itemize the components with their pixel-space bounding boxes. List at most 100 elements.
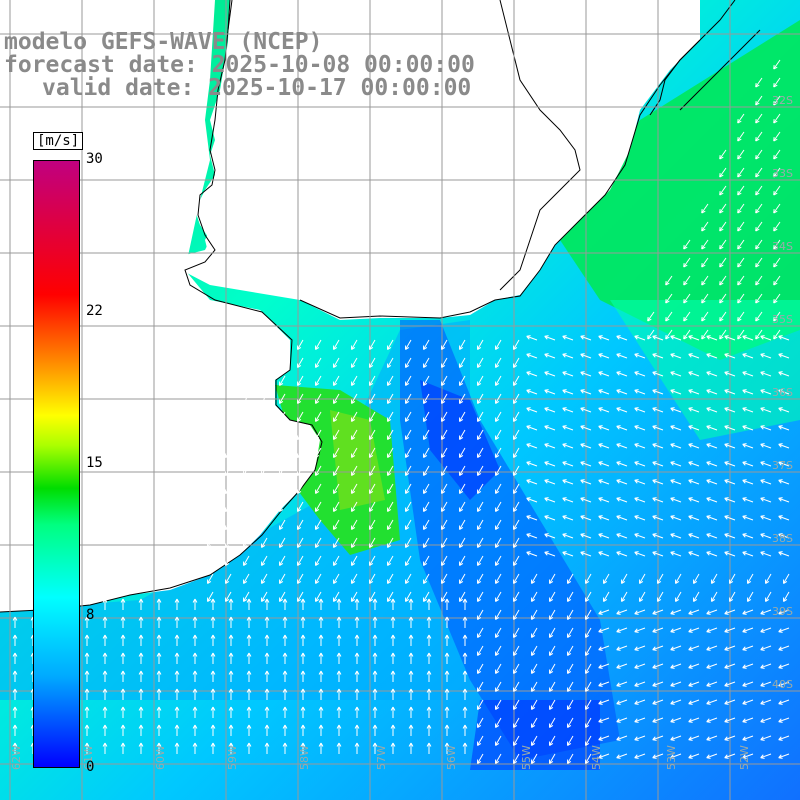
wind-arrow: [544, 353, 556, 359]
wind-arrow: [773, 149, 781, 160]
wind-arrow: [706, 717, 718, 723]
wind-arrow: [634, 735, 646, 741]
wind-arrow: [773, 329, 781, 340]
wind-arrow: [174, 616, 180, 628]
wind-arrow: [778, 371, 790, 377]
wind-arrow: [477, 465, 484, 476]
wind-arrow: [462, 652, 468, 664]
wind-arrow: [567, 645, 574, 656]
wind-arrow: [369, 501, 376, 512]
wind-arrow: [544, 389, 556, 395]
wind-arrow: [243, 357, 250, 368]
wind-arrow: [426, 634, 432, 646]
wind-arrow: [297, 591, 304, 602]
wind-arrow: [580, 425, 592, 431]
wind-arrow: [372, 598, 378, 610]
wind-arrow: [390, 742, 396, 754]
wind-arrow: [315, 411, 322, 422]
svg-text:57W: 57W: [375, 745, 388, 770]
wind-arrow: [369, 393, 376, 404]
wind-arrow: [760, 627, 772, 633]
wind-arrow: [742, 425, 754, 431]
wind-arrow: [423, 375, 430, 386]
wind-arrow: [737, 131, 745, 142]
wind-arrow: [526, 335, 538, 341]
wind-arrow: [174, 742, 180, 754]
wind-arrow: [562, 353, 574, 359]
wind-arrow: [549, 609, 556, 620]
wind-arrow: [300, 724, 306, 736]
wind-arrow: [300, 706, 306, 718]
wind-arrow: [724, 551, 736, 557]
wind-arrow: [405, 519, 412, 530]
wind-arrow: [315, 483, 322, 494]
wind-arrow: [12, 652, 18, 664]
wind-arrow: [724, 627, 736, 633]
wind-arrow: [408, 724, 414, 736]
wind-arrow: [138, 742, 144, 754]
wind-arrow: [652, 735, 664, 741]
colorbar-tick-0: 0: [86, 759, 95, 775]
wind-arrow: [282, 598, 288, 610]
wind-arrow: [351, 375, 358, 386]
svg-text:52W: 52W: [738, 745, 751, 770]
wind-arrow: [513, 609, 520, 620]
wind-arrow: [336, 706, 342, 718]
wind-arrow: [174, 598, 180, 610]
wind-arrow: [706, 699, 718, 705]
wind-arrow: [261, 393, 268, 404]
wind-arrow: [495, 753, 502, 764]
wind-arrow: [225, 591, 232, 602]
wind-arrow: [459, 375, 466, 386]
wind-arrow: [585, 591, 592, 602]
wind-arrow: [760, 645, 772, 651]
wind-arrow: [639, 573, 646, 584]
wind-arrow: [423, 393, 430, 404]
wind-arrow: [742, 479, 754, 485]
wind-arrow: [688, 663, 700, 669]
wind-arrow: [102, 634, 108, 646]
wind-arrow: [760, 515, 772, 521]
wind-arrow: [513, 447, 520, 458]
wind-arrow: [405, 447, 412, 458]
svg-text:33S: 33S: [772, 167, 793, 180]
wind-arrow: [225, 519, 232, 530]
wind-arrow: [282, 742, 288, 754]
wind-arrow: [228, 724, 234, 736]
wind-arrow: [652, 479, 664, 485]
wind-arrow: [261, 537, 268, 548]
wind-arrow: [441, 393, 448, 404]
wind-arrow: [102, 670, 108, 682]
wind-arrow: [12, 742, 18, 754]
wind-arrow: [336, 688, 342, 700]
wind-arrow: [778, 425, 790, 431]
wind-arrow: [351, 411, 358, 422]
wind-arrow: [670, 627, 682, 633]
wind-arrow: [616, 663, 628, 669]
wind-arrow: [444, 634, 450, 646]
wind-arrow: [297, 393, 304, 404]
wind-arrow: [297, 573, 304, 584]
wind-arrow: [634, 533, 646, 539]
wind-arrow: [120, 634, 126, 646]
wind-arrow: [621, 591, 628, 602]
wind-arrow: [513, 717, 520, 728]
wind-arrow: [598, 335, 610, 341]
wind-arrow: [318, 634, 324, 646]
wind-arrow: [243, 429, 250, 440]
wind-arrow: [462, 742, 468, 754]
wind-arrow: [513, 591, 520, 602]
wind-arrow: [549, 735, 556, 746]
wind-arrow: [760, 753, 772, 759]
wind-arrow: [755, 275, 763, 286]
wind-arrow: [120, 652, 126, 664]
wind-arrow: [616, 627, 628, 633]
wind-arrow: [174, 688, 180, 700]
wind-arrow: [724, 645, 736, 651]
wind-arrow: [598, 371, 610, 377]
wind-arrow: [477, 537, 484, 548]
wind-arrow: [616, 425, 628, 431]
wind-arrow: [634, 335, 646, 341]
wind-arrow: [634, 753, 646, 759]
wind-arrow: [513, 375, 520, 386]
